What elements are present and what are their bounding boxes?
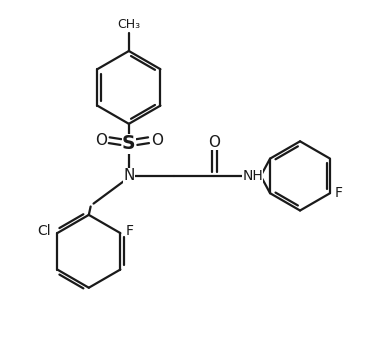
Text: CH₃: CH₃: [117, 18, 141, 31]
Text: F: F: [334, 186, 342, 200]
Text: F: F: [126, 224, 134, 238]
Text: O: O: [208, 135, 221, 149]
Text: O: O: [151, 133, 163, 148]
Text: N: N: [123, 169, 135, 183]
Text: NH: NH: [242, 169, 263, 183]
Text: O: O: [95, 133, 107, 148]
Text: Cl: Cl: [37, 224, 51, 238]
Text: S: S: [122, 134, 136, 153]
